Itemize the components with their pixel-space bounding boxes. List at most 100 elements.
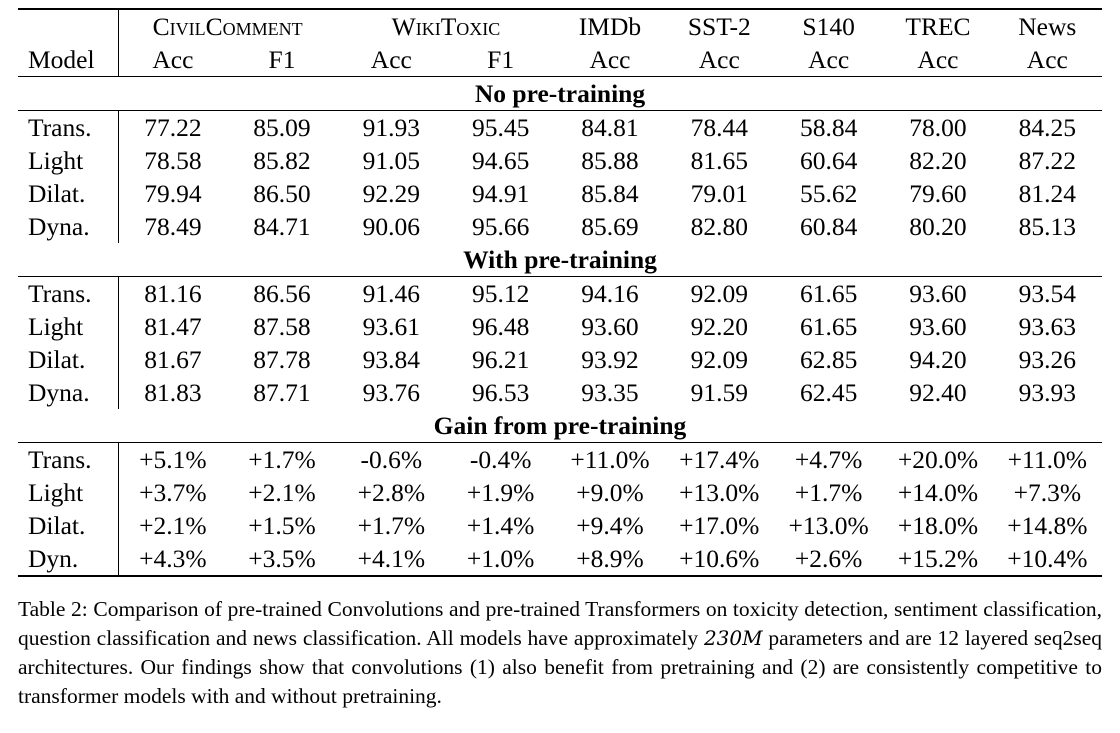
metric-header: F1 xyxy=(227,43,337,77)
table-cell: 95.45 xyxy=(471,113,530,142)
metric-header: F1 xyxy=(445,43,556,77)
table-cell: 93.61 xyxy=(362,312,420,341)
model-name: Trans. xyxy=(18,442,119,476)
table-cell: 95.12 xyxy=(471,279,530,308)
table-cell: 92.09 xyxy=(690,345,748,374)
dataset-header: TREC xyxy=(883,8,993,43)
table-cell: +15.2% xyxy=(883,542,993,577)
model-name: Light xyxy=(18,476,119,509)
table-cell: +18.0% xyxy=(897,511,979,540)
model-name: Light xyxy=(18,144,119,177)
table-cell: 96.48 xyxy=(471,312,530,341)
table-cell: 78.44 xyxy=(690,113,748,142)
table-row: Light 81.47 87.58 93.61 96.48 93.60 92.20 61.65… xyxy=(18,310,1102,343)
table-cell: 81.65 xyxy=(690,146,748,175)
dataset-header: S140 xyxy=(773,8,884,43)
table-cell: 85.82 xyxy=(253,146,311,175)
caption-text-end: parameters and are 12 layered seq2seq ar… xyxy=(18,626,1102,708)
table-cell: +13.0% xyxy=(679,478,760,507)
table-cell: +17.4% xyxy=(679,445,760,474)
table-cell: 94.91 xyxy=(471,179,530,208)
table-cell: +20.0% xyxy=(897,445,979,474)
table-cell: 79.01 xyxy=(690,179,748,208)
table-cell: 96.53 xyxy=(471,378,530,407)
dataset-header: WikiToxic xyxy=(336,8,556,43)
table-cell: 78.58 xyxy=(144,146,202,175)
table-cell: 93.26 xyxy=(1018,345,1076,374)
table-cell: 93.63 xyxy=(1018,312,1076,341)
section-title: With pre-training xyxy=(18,243,1102,277)
table-cell: +4.7% xyxy=(794,445,863,474)
table-cell: +1.7% xyxy=(357,511,426,540)
model-name: Trans. xyxy=(18,110,119,144)
table-cell: +4.3% xyxy=(118,542,228,577)
table-cell: 93.84 xyxy=(362,345,420,374)
table-cell: +14.8% xyxy=(1007,511,1088,540)
table-row: Trans. 81.16 86.56 91.46 95.12 94.16 92.09 61.6… xyxy=(18,276,1102,310)
table-cell: +8.9% xyxy=(555,542,665,577)
table-cell: 94.65 xyxy=(471,146,530,175)
table-cell: 87.71 xyxy=(253,378,311,407)
table-cell: -0.6% xyxy=(360,445,423,474)
table-cell: 82.80 xyxy=(690,212,748,241)
table-cell: +10.4% xyxy=(992,542,1102,577)
table-row: Dyna. 78.49 84.71 90.06 95.66 85.69 82.80 60.84… xyxy=(18,210,1102,243)
table-row: Dilat. 81.67 87.78 93.84 96.21 93.92 92.09 62.8… xyxy=(18,343,1102,376)
table-cell: 91.46 xyxy=(362,279,420,308)
table-cell: +2.8% xyxy=(357,478,426,507)
table-cell: +5.1% xyxy=(139,445,207,474)
metric-header: Acc xyxy=(118,43,228,77)
table-row: Dyn. +4.3% +3.5% +4.1% +1.0% +8.9% +10.6% +2.6%… xyxy=(18,542,1102,577)
table-cell: +1.0% xyxy=(445,542,556,577)
table-cell: 86.50 xyxy=(253,179,311,208)
table-cell: 94.16 xyxy=(581,279,639,308)
table-cell: 85.84 xyxy=(581,179,639,208)
table-row: Trans. 77.22 85.09 91.93 95.45 84.81 78.44 58.8… xyxy=(18,110,1102,144)
model-name: Dilat. xyxy=(18,509,119,542)
table-cell: +11.0% xyxy=(570,445,650,474)
table-row: Light +3.7% +2.1% +2.8% +1.9% +9.0% +13.0% +1.7… xyxy=(18,476,1102,509)
model-name: Dyna. xyxy=(18,376,119,409)
table-cell: +1.9% xyxy=(466,478,535,507)
table-cell: 79.60 xyxy=(909,179,967,208)
table-cell: 84.25 xyxy=(1018,113,1076,142)
table-cell: +1.7% xyxy=(248,445,316,474)
table-cell: +4.1% xyxy=(336,542,446,577)
table-cell: +9.4% xyxy=(576,511,644,540)
table-row: Trans. +5.1% +1.7% -0.6% -0.4% +11.0% +17.4% +4… xyxy=(18,442,1102,476)
metric-header: Acc xyxy=(664,43,774,77)
section-header-row: With pre-training xyxy=(18,243,1102,277)
metric-header: Acc xyxy=(773,43,884,77)
table-cell: 85.13 xyxy=(1018,212,1076,241)
table-cell: 87.58 xyxy=(253,312,311,341)
table-cell: 93.54 xyxy=(1018,279,1076,308)
table-cell: +13.0% xyxy=(788,511,869,540)
table-cell: 79.94 xyxy=(144,179,202,208)
dataset-header: IMDb xyxy=(555,8,665,43)
model-name: Dilat. xyxy=(18,177,119,210)
table-cell: 93.76 xyxy=(362,378,420,407)
table-row: Dilat. +2.1% +1.5% +1.7% +1.4% +9.4% +17.0% +13… xyxy=(18,509,1102,542)
table-cell: 92.29 xyxy=(362,179,420,208)
results-table: CivilComment WikiToxic IMDb SST-2 S140 TREC Ne… xyxy=(18,8,1102,577)
results-figure: CivilComment WikiToxic IMDb SST-2 S140 TREC Ne… xyxy=(18,8,1102,733)
table-cell: 84.71 xyxy=(253,212,311,241)
dataset-header: SST-2 xyxy=(664,8,774,43)
metric-header: Acc xyxy=(883,43,993,77)
table-cell: +3.5% xyxy=(227,542,337,577)
table-cell: 62.85 xyxy=(799,345,858,374)
table-cell: +11.0% xyxy=(1007,445,1087,474)
model-name: Light xyxy=(18,310,119,343)
table-body: No pre-training Trans. 77.22 85.09 91.93 95.4… xyxy=(18,76,1102,577)
table-cell: 94.20 xyxy=(909,345,967,374)
caption-math: 230M xyxy=(703,626,763,650)
table-cell: 77.22 xyxy=(144,113,202,142)
table-cell: 81.16 xyxy=(144,279,202,308)
section-title: No pre-training xyxy=(18,76,1102,111)
model-header-blank xyxy=(18,8,119,43)
model-name: Trans. xyxy=(18,276,119,310)
dataset-header: News xyxy=(992,8,1102,43)
table-cell: 61.65 xyxy=(799,279,858,308)
table-cell: +9.0% xyxy=(576,478,644,507)
table-cell: +3.7% xyxy=(139,478,207,507)
